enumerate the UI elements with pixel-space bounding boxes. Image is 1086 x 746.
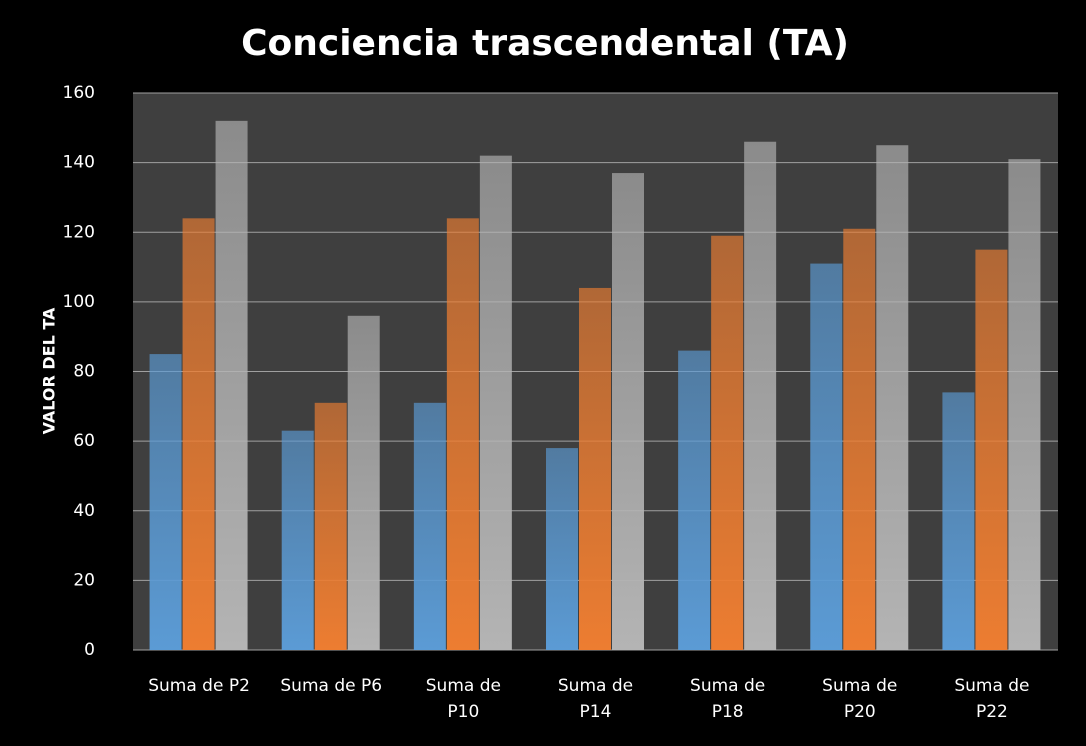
y-tick-label: 160 <box>63 83 95 103</box>
bar <box>711 235 744 650</box>
bar <box>975 249 1008 650</box>
chart-title: Conciencia trascendental (TA) <box>241 23 849 64</box>
bar <box>942 392 975 650</box>
x-tick-label: Suma de P10 <box>426 676 501 722</box>
y-tick-label: 20 <box>73 570 95 590</box>
y-tick-label: 0 <box>84 640 95 660</box>
y-tick-label: 80 <box>73 362 95 382</box>
bar <box>479 155 512 650</box>
bar <box>579 287 611 650</box>
x-tick-label: Suma de P20 <box>822 676 897 722</box>
bar <box>612 173 644 650</box>
bar <box>215 120 248 651</box>
bar <box>843 228 876 651</box>
bar <box>446 218 479 650</box>
y-tick-label: 60 <box>73 431 95 451</box>
y-tick-label: 40 <box>73 501 95 521</box>
bar <box>281 430 314 650</box>
y-tick-label: 140 <box>63 153 95 173</box>
bar <box>347 315 380 650</box>
bar <box>1008 159 1041 651</box>
y-axis-label: VALOR DEL TA <box>40 307 59 434</box>
x-tick-label: Suma de P22 <box>954 676 1029 722</box>
y-tick-label: 100 <box>63 292 95 312</box>
bar <box>182 218 215 650</box>
bar <box>810 263 843 650</box>
bar <box>876 145 909 650</box>
x-tick-label: Suma de P14 <box>558 676 633 722</box>
bar <box>149 354 182 650</box>
bar <box>678 350 711 650</box>
x-tick-label: Suma de P2 <box>148 676 250 696</box>
y-tick-label: 120 <box>63 222 95 242</box>
bar <box>413 402 446 650</box>
bar <box>744 141 777 651</box>
bar <box>546 448 578 650</box>
bar <box>314 402 347 650</box>
x-tick-label: Suma de P6 <box>280 676 382 696</box>
x-tick-label: Suma de P18 <box>690 676 765 722</box>
